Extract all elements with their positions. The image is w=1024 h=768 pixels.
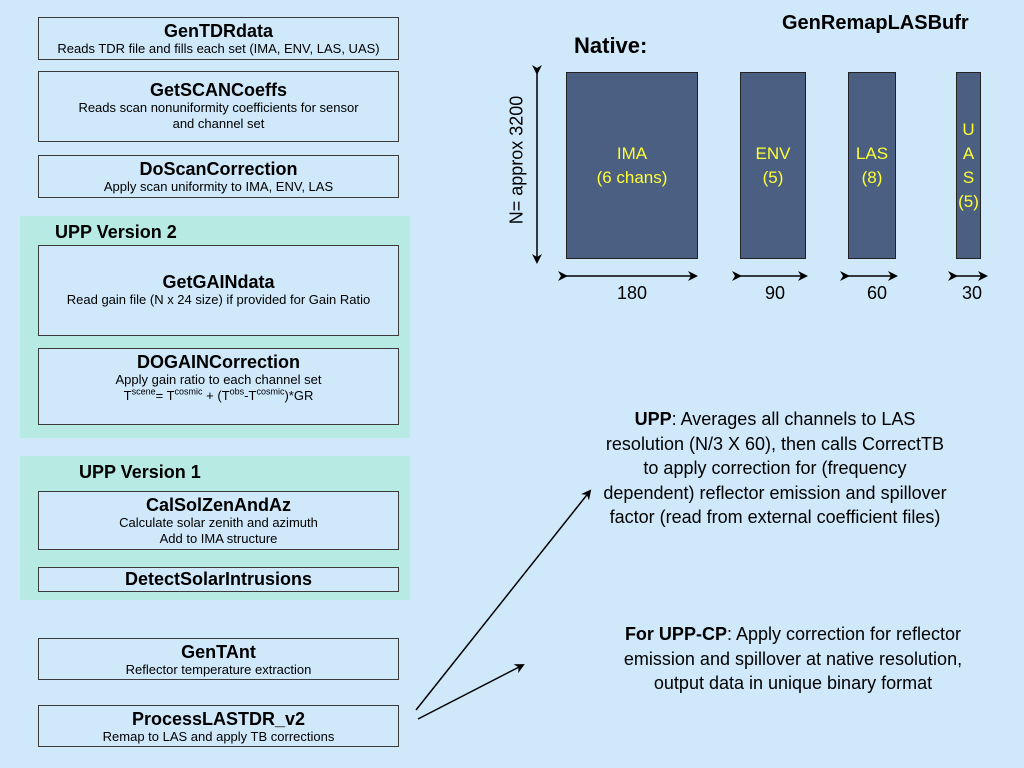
bar-letter: (5) [958,191,979,211]
group-upp-version-1-label: UPP Version 1 [79,462,201,482]
width-label-uas: 30 [961,283,983,303]
bar-las: LAS (8) [848,72,896,259]
step-desc: Apply gain ratio to each channel set [115,372,322,387]
native-label: Native: [574,33,648,58]
upp-note: UPP: Averages all channels to LAS resolu… [597,407,953,530]
note-heading: UPP [634,409,672,429]
step-title: GetSCANCoeffs [149,80,287,100]
step-detectsolarintrusions: DetectSolarIntrusions [38,567,399,592]
step-getgaindata: GetGAINdata Read gain file (N x 24 size)… [38,245,399,336]
width-label-env: 90 [764,283,786,303]
step-desc: Calculate solar zenith and azimuth [119,515,318,530]
step-title: DetectSolarIntrusions [124,569,313,589]
vertical-dimension-label: N= approx 3200 [506,95,527,225]
uppcp-note: For UPP-CP: Apply correction for reflect… [608,622,978,696]
step-desc: Reads TDR file and fills each set (IMA, … [57,41,380,56]
step-title: GenTDRdata [163,21,273,41]
width-label-las: 60 [866,283,888,303]
step-calsolzenandaz: CalSolZenAndAz Calculate solar zenith an… [38,491,399,550]
step-title: DoScanCorrection [139,159,298,179]
step-desc: Read gain file (N x 24 size) if provided… [66,292,371,307]
step-title: ProcessLASTDR_v2 [131,709,306,729]
bar-name: IMA [616,143,648,163]
arrow-to-upp-note [415,489,592,711]
step-title: GenTAnt [181,642,256,662]
step-desc: Apply scan uniformity to IMA, ENV, LAS [103,179,334,194]
group-upp-version-2-label: UPP Version 2 [55,222,177,242]
step-desc: Reads scan nonuniformity coefficients fo… [78,100,359,131]
width-label-ima: 180 [616,283,648,303]
step-dogaincorrection: DOGAINCorrection Apply gain ratio to eac… [38,348,399,425]
bar-uas: U A S (5) [956,72,981,259]
step-title: GetGAINdata [162,272,275,292]
step-desc: Reflector temperature extraction [125,662,312,677]
bar-sub: (6 chans) [596,167,668,187]
gain-formula: Tscene= Tcosmic + (Tobs-Tcosmic)*GR [123,386,314,403]
bar-letter: A [962,143,975,163]
bar-letter: U [962,119,975,139]
step-gentant: GenTAnt Reflector temperature extraction [38,638,399,680]
step-processlastdr-v2: ProcessLASTDR_v2 Remap to LAS and apply … [38,705,399,747]
note-text: : Averages all channels to LAS resolutio… [603,409,947,527]
arrow-to-uppcp-note [417,664,525,720]
step-doscancorrection: DoScanCorrection Apply scan uniformity t… [38,155,399,198]
bar-sub: (5) [762,167,784,187]
step-getscancoeffs: GetSCANCoeffs Reads scan nonuniformity c… [38,71,399,142]
step-title: DOGAINCorrection [136,352,300,372]
bar-name: LAS [855,143,889,163]
bar-name: ENV [755,143,791,163]
step-gentdrdata: GenTDRdata Reads TDR file and fills each… [38,17,399,60]
step-desc: Remap to LAS and apply TB corrections [102,729,335,744]
bar-ima: IMA (6 chans) [566,72,698,259]
bar-letter: S [962,167,975,187]
diagram-title: GenRemapLASBufr [782,12,969,34]
note-text: : Apply correction for reflector emissio… [623,624,963,693]
note-heading: For UPP-CP [624,624,727,644]
bar-sub: (8) [861,167,883,187]
bar-env: ENV (5) [740,72,806,259]
step-desc: Add to IMA structure [159,531,278,546]
step-title: CalSolZenAndAz [145,495,291,515]
